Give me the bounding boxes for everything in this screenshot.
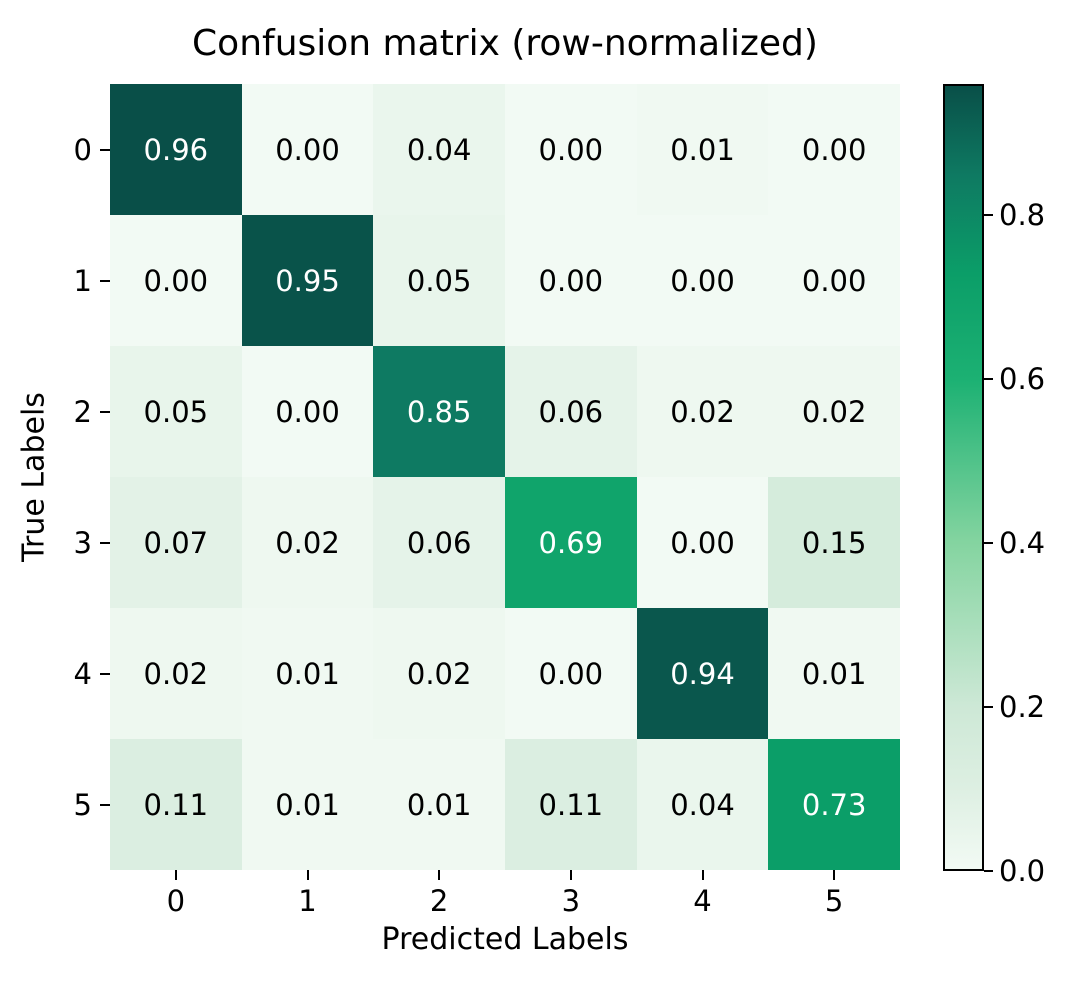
colorbar-tick-label: 0.0 [999, 854, 1046, 888]
heatmap-cell: 0.00 [505, 215, 637, 346]
y-tick-mark [100, 803, 110, 806]
x-tick-mark [306, 870, 309, 880]
heatmap-cell: 0.00 [505, 84, 637, 215]
heatmap-cell: 0.07 [110, 477, 242, 608]
y-tick-mark [100, 410, 110, 413]
x-tick-mark [438, 870, 441, 880]
x-tick-mark [569, 870, 572, 880]
x-tick-label: 4 [693, 884, 712, 918]
chart-title: Confusion matrix (row-normalized) [192, 23, 818, 64]
heatmap-grid: 0.96 0.00 0.04 0.00 0.01 0.00 0.00 0.95 0.05 0.00… [110, 84, 900, 870]
heatmap-cell: 0.69 [505, 477, 637, 608]
heatmap-cell: 0.06 [505, 346, 637, 477]
heatmap-cell: 0.04 [373, 84, 505, 215]
y-tick-label: 3 [73, 525, 92, 560]
heatmap-cell: 0.00 [241, 84, 374, 215]
y-tick-mark [100, 672, 110, 675]
x-tick-label: 3 [561, 884, 581, 918]
y-tick-label: 1 [73, 263, 92, 298]
colorbar-tick-label: 0.4 [999, 526, 1046, 561]
y-tick-mark [100, 541, 110, 544]
y-tick-mark [100, 148, 110, 151]
heatmap-cell: 0.01 [373, 739, 505, 870]
heatmap-cell: 0.73 [768, 739, 900, 870]
y-tick-label: 4 [73, 656, 92, 691]
colorbar-tick-label: 0.2 [999, 690, 1046, 725]
heatmap-cell: 0.01 [636, 84, 769, 215]
colorbar [943, 84, 984, 871]
heatmap-cell: 0.00 [636, 215, 769, 346]
heatmap-cell: 0.02 [241, 477, 374, 608]
heatmap-cell: 0.01 [241, 608, 374, 739]
colorbar-tick-mark [984, 378, 993, 381]
y-tick-label: 0 [73, 132, 92, 167]
heatmap-cell: 0.00 [636, 477, 769, 608]
x-axis-label: Predicted Labels [381, 922, 629, 957]
heatmap-cell: 0.00 [241, 346, 374, 477]
colorbar-tick-mark [984, 542, 993, 545]
x-tick-mark [701, 870, 704, 880]
heatmap-cell: 0.11 [110, 739, 242, 870]
colorbar-tick-label: 0.6 [999, 362, 1046, 397]
x-tick-mark [833, 870, 836, 880]
heatmap-cell: 0.85 [373, 346, 505, 477]
heatmap-cell: 0.06 [373, 477, 505, 608]
heatmap-cell: 0.00 [768, 215, 900, 346]
colorbar-tick-mark [984, 706, 993, 709]
heatmap-cell: 0.02 [110, 608, 242, 739]
colorbar-tick-label: 0.8 [999, 198, 1046, 233]
heatmap-cell: 0.04 [636, 739, 769, 870]
colorbar-tick-mark [984, 214, 993, 217]
y-tick-label: 2 [73, 394, 92, 429]
heatmap-cell: 0.00 [110, 215, 242, 346]
heatmap-cell: 0.95 [241, 215, 374, 346]
heatmap-cell: 0.11 [505, 739, 637, 870]
heatmap-cell: 0.01 [768, 608, 900, 739]
colorbar-tick-mark [984, 870, 993, 872]
heatmap-cell: 0.01 [241, 739, 374, 870]
y-tick-mark [100, 279, 110, 282]
x-tick-label: 1 [298, 884, 317, 918]
heatmap-cell: 0.96 [110, 84, 242, 215]
heatmap-cell: 0.02 [768, 346, 900, 477]
x-tick-label: 0 [166, 884, 186, 918]
heatmap-cell: 0.05 [110, 346, 242, 477]
heatmap-cell: 0.94 [636, 608, 769, 739]
heatmap-cell: 0.05 [373, 215, 505, 346]
heatmap-cell: 0.02 [373, 608, 505, 739]
y-tick-label: 5 [73, 787, 92, 822]
heatmap-cell: 0.00 [768, 84, 900, 215]
heatmap-cell: 0.02 [636, 346, 769, 477]
x-tick-label: 2 [429, 884, 449, 918]
heatmap-cell: 0.15 [768, 477, 900, 608]
x-tick-mark [174, 870, 177, 880]
x-tick-label: 5 [824, 884, 844, 918]
heatmap-cell: 0.00 [505, 608, 637, 739]
